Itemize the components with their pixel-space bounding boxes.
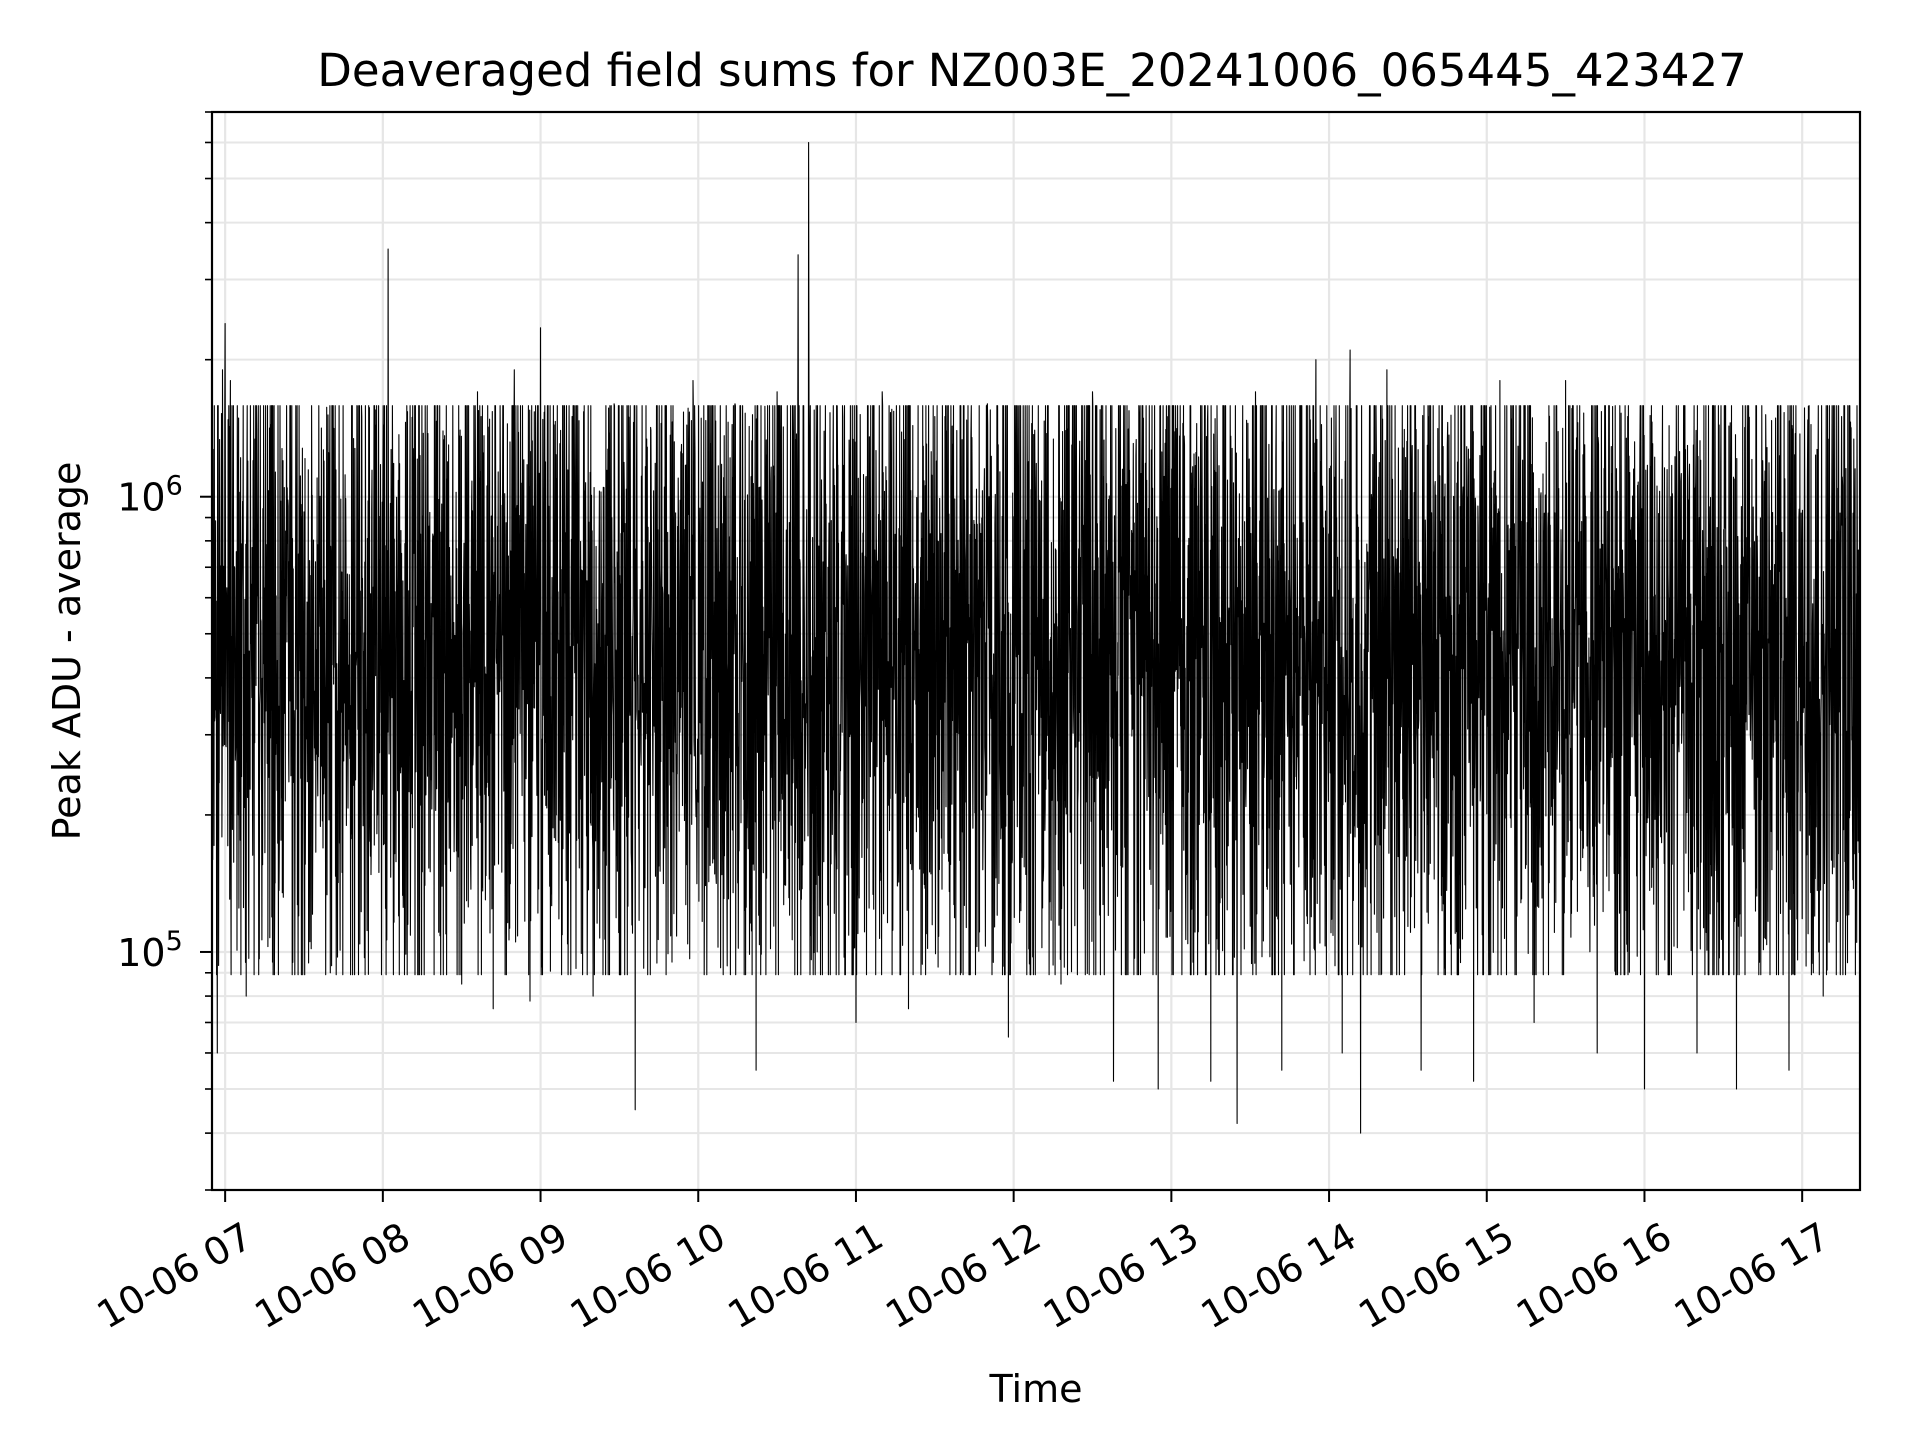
plot-frame — [210, 110, 1862, 1192]
y-axis-label: Peak ADU - average — [45, 462, 89, 841]
data-line — [211, 141, 1861, 1134]
chart-title: Deaveraged field sums for NZ003E_2024100… — [317, 44, 1746, 97]
x-axis-label: Time — [989, 1367, 1083, 1411]
